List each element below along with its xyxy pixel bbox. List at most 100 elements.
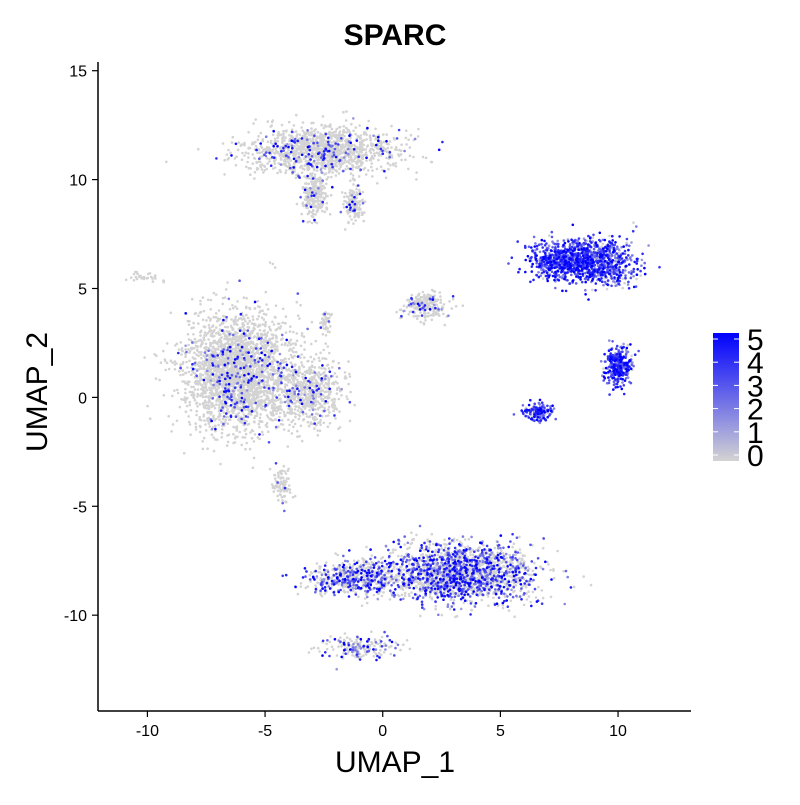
cell-point: [221, 360, 224, 364]
cell-point: [335, 392, 339, 395]
cell-point: [300, 361, 303, 364]
cell-point: [255, 370, 258, 373]
cell-point: [247, 152, 250, 155]
cell-point: [288, 134, 291, 137]
cell-point: [199, 299, 202, 303]
cell-point: [278, 387, 282, 391]
cell-point: [253, 177, 256, 180]
cell-point: [243, 143, 246, 147]
cell-point: [347, 167, 350, 170]
cell-point: [347, 200, 351, 204]
cell-point: [181, 362, 184, 366]
cell-point: [233, 437, 237, 440]
cell-point: [400, 143, 403, 146]
cell-point: [199, 343, 203, 347]
cell-point: [314, 339, 318, 343]
cell-point: [310, 320, 314, 324]
cell-point: [214, 373, 218, 376]
cell-point: [197, 322, 200, 325]
cell-point: [197, 380, 201, 383]
cell-point: [254, 364, 258, 368]
cell-point: [303, 373, 307, 377]
cell-point: [241, 325, 245, 328]
cell-point: [246, 423, 249, 427]
cell-point: [416, 317, 419, 321]
cell-point: [202, 354, 205, 357]
cell-point: [355, 187, 358, 191]
cell-point: [257, 315, 261, 318]
cell-point: [224, 418, 227, 422]
cell-point: [284, 171, 287, 175]
cell-point: [279, 157, 283, 160]
cell-point: [292, 380, 296, 383]
cell-point: [329, 123, 332, 126]
cell-point: [394, 162, 398, 165]
cell-point: [281, 499, 284, 502]
cell-point: [215, 403, 218, 406]
cell-point: [238, 326, 242, 330]
cell-point: [371, 175, 374, 178]
cell-point: [230, 353, 234, 356]
cell-point: [271, 409, 275, 413]
cell-point: [251, 429, 255, 433]
cell-point: [252, 322, 256, 326]
cell-point: [287, 378, 290, 381]
cell-point: [419, 299, 422, 302]
cell-point: [219, 339, 223, 343]
cell-point: [356, 159, 360, 163]
cell-point: [225, 415, 229, 419]
cell-point: [372, 157, 375, 160]
cell-point: [188, 349, 192, 353]
cell-point: [293, 494, 297, 498]
cell-point: [294, 350, 298, 354]
cell-point: [359, 134, 363, 137]
cell-point: [337, 427, 340, 431]
cell-point: [256, 138, 260, 142]
cell-point: [186, 382, 189, 385]
cell-point: [171, 423, 175, 426]
cell-point: [337, 134, 340, 137]
cell-point: [221, 142, 225, 145]
cell-point: [364, 153, 368, 157]
cell-point: [271, 419, 274, 422]
cell-point: [191, 346, 194, 350]
cell-point: [214, 312, 218, 315]
cell-point: [259, 406, 263, 410]
cell-point: [290, 363, 294, 366]
cell-point: [362, 168, 365, 171]
cell-point: [233, 320, 237, 323]
cell-point: [394, 146, 398, 149]
cell-point: [255, 411, 259, 414]
cell-point: [292, 346, 295, 350]
cell-point: [278, 393, 281, 397]
cell-point: [226, 359, 230, 362]
cell-point: [402, 304, 406, 308]
cell-point: [353, 212, 357, 215]
cell-point: [181, 369, 184, 372]
cell-point: [312, 202, 316, 205]
cell-point: [295, 339, 299, 343]
cell-point: [365, 138, 368, 141]
cell-point: [187, 348, 190, 351]
cell-point: [312, 187, 315, 190]
cell-point: [271, 320, 274, 324]
cell-point: [315, 189, 319, 193]
cell-point: [287, 429, 291, 433]
cell-point: [210, 349, 214, 353]
cell-point: [434, 605, 438, 608]
cell-point: [280, 133, 283, 136]
cell-point: [212, 436, 215, 439]
cell-point: [287, 357, 291, 361]
cell-point: [323, 210, 327, 214]
cell-point: [376, 147, 380, 151]
cell-point: [337, 397, 341, 401]
cell-point: [404, 129, 408, 132]
cell-point: [291, 383, 295, 386]
cell-point: [217, 333, 221, 336]
cell-point: [312, 148, 315, 151]
cell-point: [257, 134, 260, 138]
cell-point: [318, 141, 322, 144]
cell-point: [245, 296, 248, 300]
cell-point: [278, 407, 282, 411]
